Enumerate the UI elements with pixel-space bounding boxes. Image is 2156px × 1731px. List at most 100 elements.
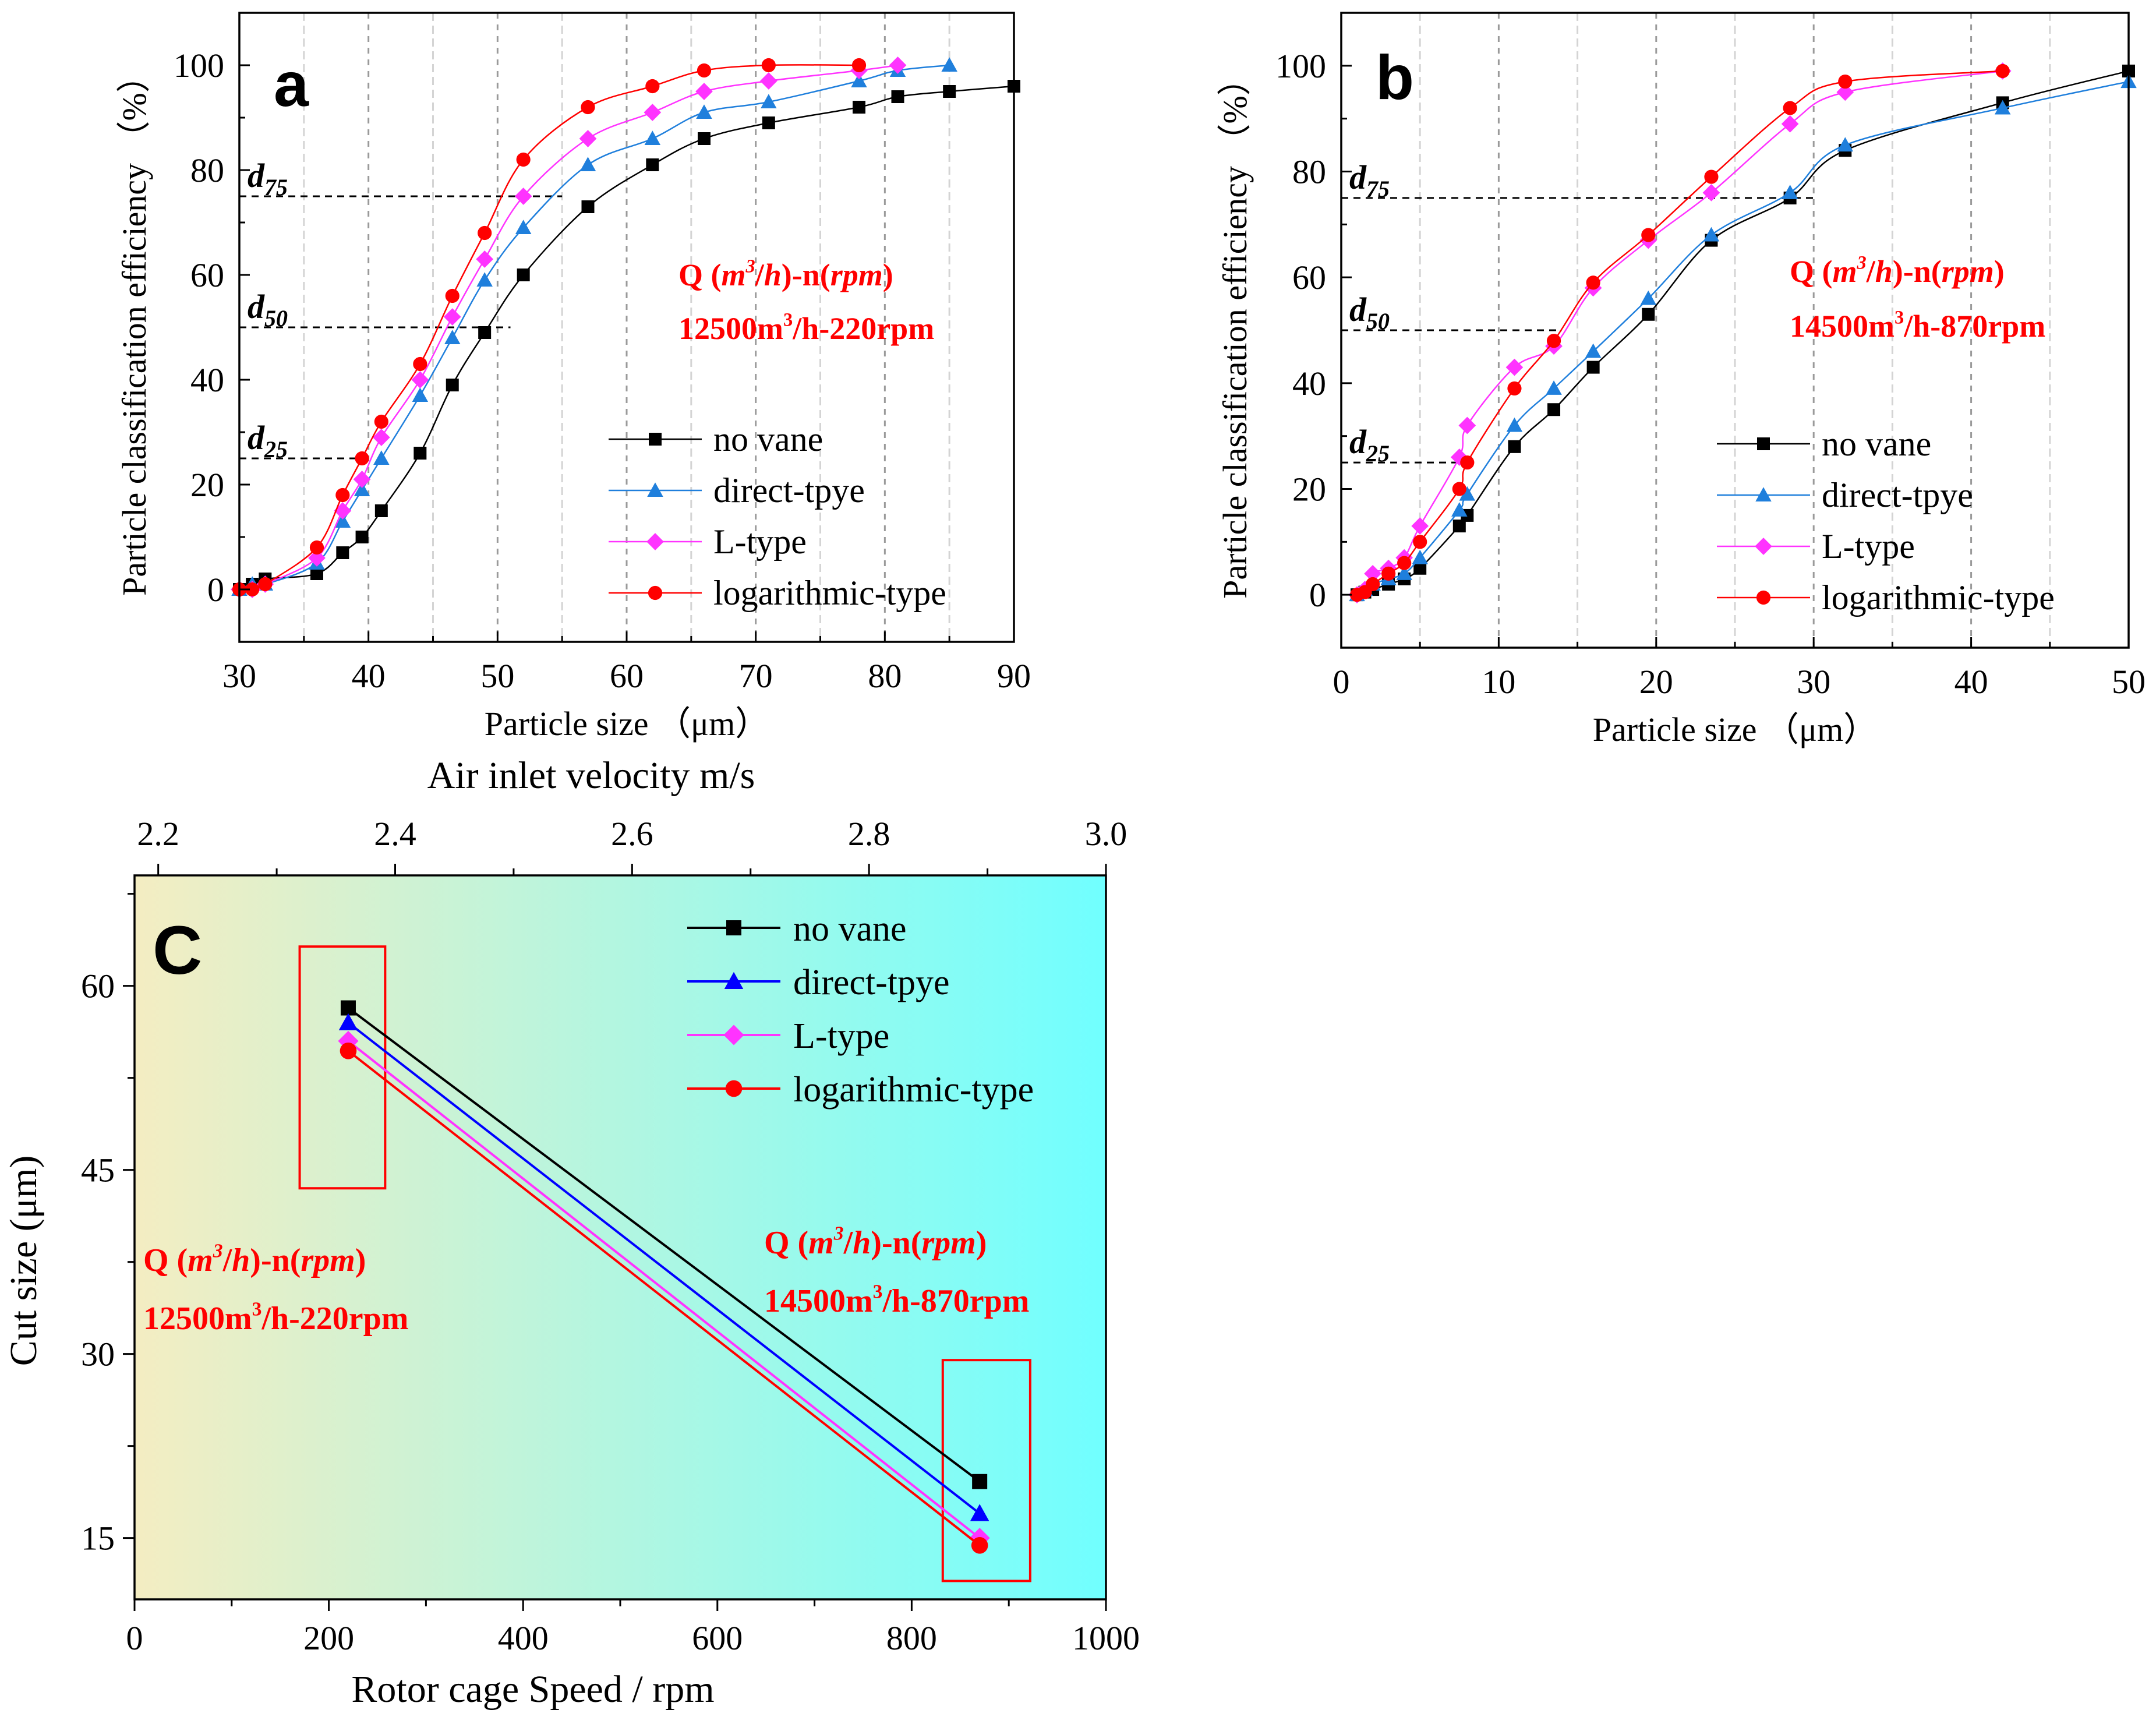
data-point-no_vane	[1508, 440, 1521, 453]
data-point-no_vane	[762, 116, 775, 129]
highlight-box	[941, 1359, 1031, 1582]
data-point-direct_c	[338, 1013, 358, 1030]
annotation-left-rpm-text: rpm	[301, 1242, 355, 1278]
legend-marker-log_type	[648, 585, 663, 600]
annotation-m-text: m	[722, 257, 746, 292]
data-point-no_vane	[1413, 561, 1427, 575]
data-point-direct_ab	[696, 104, 712, 119]
data-point-direct_c	[970, 1504, 989, 1521]
data-point-log_type	[1783, 101, 1797, 115]
panel-letter: b	[1376, 42, 1414, 112]
legend-label-l_type: L-type	[1822, 527, 1915, 566]
legend-marker-no_vane	[649, 433, 662, 446]
data-point-no_vane	[340, 1000, 356, 1016]
data-point-direct_ab	[1412, 549, 1428, 564]
legend-label-log_type: logarithmic-type	[713, 574, 946, 612]
data-point-direct_ab	[1506, 417, 1523, 432]
legend-label-no_vane: no vane	[793, 909, 907, 949]
annotation-condition-label: 14500m3/h-870rpm	[1790, 307, 2045, 344]
y-tick-label: 45	[81, 1151, 115, 1189]
y-tick-label: 80	[1292, 153, 1326, 191]
data-point-no_vane	[374, 504, 388, 517]
data-point-no_vane	[517, 269, 530, 281]
annotation-q-text: Q (	[1790, 254, 1833, 289]
data-point-direct_ab	[476, 272, 493, 287]
data-point-direct_ab	[1837, 137, 1854, 152]
annotation-condition-sup: 3	[1895, 307, 1904, 328]
legend-label-direct_ab: direct-tpye	[1822, 476, 1973, 514]
data-point-l_type	[1836, 83, 1854, 101]
data-point-direct_ab	[373, 450, 390, 465]
data-point-direct_ab	[644, 130, 661, 145]
data-point-log_type	[1397, 556, 1412, 570]
annotation-slash-text: /	[755, 257, 765, 292]
reference-label-subscript: 50	[264, 305, 288, 331]
x-tick-label: 30	[1797, 663, 1830, 701]
data-point-direct_ab	[1640, 290, 1657, 305]
data-point-direct_ab	[412, 387, 429, 402]
y-tick-label: 20	[190, 466, 224, 504]
data-point-log_type	[581, 100, 595, 115]
annotation-flow-speed-label: Q (m3/h)-n(rpm)	[678, 256, 893, 292]
annotation-left-q-text: Q (	[143, 1242, 188, 1278]
data-point-l_type	[1364, 564, 1381, 582]
top-x-tick-label: 2.2	[137, 815, 179, 853]
data-point-l_type	[759, 72, 777, 90]
reference-label-subscript: 50	[1366, 308, 1390, 334]
data-point-no_vane	[646, 158, 659, 171]
annotation-sup-text: 3	[745, 256, 755, 277]
data-point-l_type	[308, 549, 326, 567]
annotation-right-condition-main: 14500m	[764, 1283, 873, 1319]
x-tick-label: 200	[303, 1619, 354, 1657]
reference-label-letter: d	[248, 157, 265, 195]
data-point-log_type	[445, 288, 460, 303]
annotation-left-m-text: m	[188, 1242, 213, 1278]
annotation-right-sup-text: 3	[833, 1223, 844, 1244]
series-line-direct_ab	[1356, 80, 2129, 596]
annotation-left-condition-sup: 3	[252, 1298, 262, 1320]
x-tick-label: 600	[692, 1619, 743, 1657]
data-point-log_type	[1452, 482, 1466, 496]
data-point-no_vane	[1642, 308, 1655, 321]
y-tick-label: 60	[1292, 259, 1326, 296]
legend-label-no_vane: no vane	[1822, 425, 1931, 463]
data-point-direct_ab	[444, 330, 461, 344]
annotation-sup-text: 3	[1857, 252, 1867, 273]
legend-marker-l_type	[1755, 538, 1772, 555]
annotation-left-flow-speed-label: Q (m3/h)-n(rpm)	[143, 1240, 366, 1278]
y-axis-label: Cut size (μm)	[2, 1156, 45, 1366]
legend-label-log_type: logarithmic-type	[1822, 578, 2055, 617]
reference-label-letter: d	[1349, 423, 1367, 461]
series-line-l_type	[347, 1040, 981, 1539]
reference-label-subscript: 25	[1366, 440, 1390, 467]
data-point-direct_ab	[579, 157, 596, 171]
x-tick-label: 400	[498, 1619, 549, 1657]
x-axis-label: Rotor cage Speed / rpm	[351, 1668, 714, 1711]
legend-label-log_type: logarithmic-type	[793, 1070, 1034, 1110]
data-point-direct_ab	[515, 220, 532, 234]
annotation-condition-main: 14500m	[1790, 309, 1895, 344]
data-point-direct_ab	[851, 73, 867, 87]
legend-label-no_vane: no vane	[713, 420, 823, 458]
top-x-tick-label: 2.4	[374, 815, 416, 853]
data-point-log_type	[1586, 275, 1600, 290]
x-tick-label: 50	[480, 657, 514, 695]
data-point-direct_ab	[1703, 227, 1720, 242]
data-point-direct_ab	[1994, 100, 2011, 115]
annotation-condition-label: 12500m3/h-220rpm	[678, 309, 934, 346]
x-tick-label: 10	[1482, 663, 1515, 701]
annotation-left-h-text: h	[232, 1242, 250, 1278]
data-point-l_type	[1411, 517, 1429, 535]
x-tick-label: 0	[126, 1619, 143, 1657]
data-point-no_vane	[478, 326, 492, 339]
data-point-no_vane	[853, 101, 865, 114]
top-x-tick-label: 2.6	[611, 815, 653, 853]
data-point-direct_ab	[941, 57, 957, 72]
legend-marker-direct_ab	[647, 482, 663, 497]
data-point-l_type	[372, 429, 390, 446]
data-point-log_type	[697, 63, 712, 78]
data-point-log_type	[309, 540, 324, 555]
annotation-right-m-text: m	[808, 1225, 834, 1261]
data-point-direct_ab	[1459, 486, 1476, 501]
